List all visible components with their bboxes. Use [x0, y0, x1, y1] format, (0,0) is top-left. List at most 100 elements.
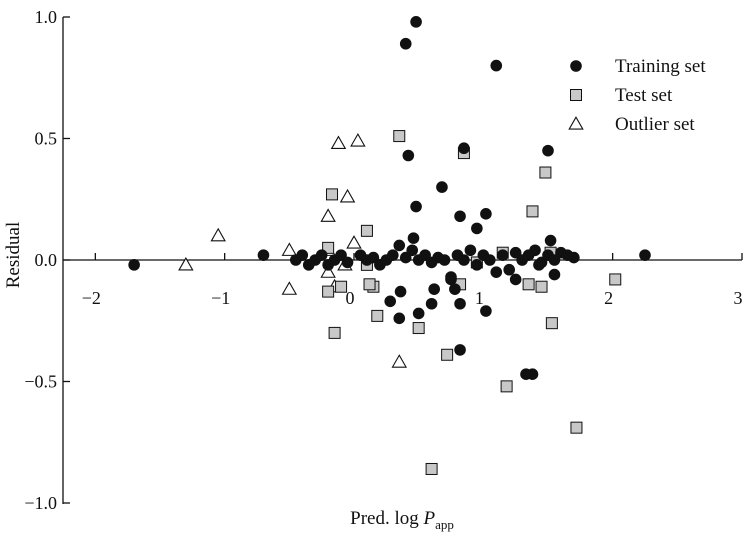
y-tick-label: −0.5 [24, 372, 57, 392]
y-tick-label: −1.0 [24, 493, 57, 513]
test-point [500, 380, 513, 393]
training-point [454, 344, 466, 356]
training-point [410, 200, 422, 213]
training-point [490, 59, 503, 72]
test-point [360, 224, 373, 237]
training-point [394, 285, 407, 298]
training-point [464, 244, 477, 257]
training-point [533, 259, 545, 271]
training-point [471, 259, 483, 271]
training-point [454, 297, 466, 310]
test-point [609, 273, 622, 286]
training-point [296, 249, 309, 261]
training-point [544, 234, 557, 247]
training-point [399, 37, 412, 50]
training-point [471, 222, 483, 235]
x-tick-label: 2 [604, 288, 613, 308]
x-tick-label: 3 [734, 288, 743, 308]
test-point [326, 188, 339, 201]
test-point [441, 348, 454, 361]
training-point [341, 256, 354, 269]
y-tick-label: 0.0 [35, 250, 58, 270]
training-point [548, 268, 561, 281]
training-point [520, 368, 532, 381]
training-point [128, 259, 140, 271]
training-point [257, 249, 270, 261]
training-point [496, 249, 509, 261]
x-tick-label: 1 [475, 288, 484, 308]
outlier-point [210, 227, 226, 242]
training-point [490, 266, 503, 278]
test-point [363, 278, 376, 291]
outlier-point [281, 242, 298, 256]
test-point [425, 462, 438, 475]
training-point [384, 295, 397, 308]
x-axis-label-subscript: app [435, 517, 454, 532]
legend-label: Test set [615, 85, 673, 106]
legend-label: Training set [615, 56, 706, 77]
test-point [535, 280, 548, 293]
y-axis-label: Residual [3, 222, 24, 289]
training-point [387, 249, 399, 261]
training-point [454, 210, 466, 223]
outlier-point [339, 188, 356, 203]
training-point [393, 312, 406, 325]
training-point [315, 249, 328, 261]
x-tick-label: −2 [82, 288, 101, 308]
test-point [322, 285, 335, 298]
training-point [480, 305, 492, 317]
training-point [458, 142, 470, 155]
test-point [328, 326, 341, 339]
training-point [480, 208, 492, 220]
test-point [545, 317, 558, 330]
outlier-point [330, 135, 347, 150]
test-point [371, 309, 384, 322]
training-point [509, 273, 522, 286]
test-point [412, 322, 425, 335]
training-point [438, 254, 451, 266]
x-axis-label: Pred. log Papp [350, 508, 454, 532]
test-point [322, 241, 335, 254]
outlier-point [391, 354, 408, 368]
training-point [503, 263, 515, 276]
outlier-point [346, 235, 362, 249]
training-point [542, 144, 554, 157]
y-tick-label: 0.5 [35, 129, 58, 149]
outlier-point [281, 281, 298, 295]
training-point [393, 239, 406, 252]
data-points [128, 16, 651, 475]
legend-square-marker [570, 89, 582, 101]
test-point [393, 130, 406, 143]
legend-circle-marker [570, 60, 582, 72]
x-axis-label-variable: P [422, 508, 435, 529]
training-point [428, 283, 440, 295]
training-point [529, 244, 541, 257]
x-tick-label: −1 [211, 288, 230, 308]
training-point [445, 271, 457, 283]
outlier-point [350, 133, 366, 147]
outlier-point [320, 264, 336, 278]
training-point [568, 251, 580, 264]
test-point [570, 421, 583, 434]
outlier-point [320, 208, 336, 222]
legend-triangle-marker [568, 116, 584, 130]
y-tick-label: 1.0 [35, 7, 58, 27]
test-point [335, 280, 348, 293]
training-point [412, 307, 425, 320]
outlier-point [178, 256, 194, 271]
training-point [425, 297, 438, 310]
training-point [436, 181, 448, 193]
training-point [449, 283, 461, 295]
test-point [539, 166, 552, 179]
training-point [639, 249, 651, 261]
x-axis-label-text: Pred. log [350, 508, 423, 529]
legend: Training set Test set Outlier set [568, 56, 706, 135]
x-tick-label: 0 [346, 288, 355, 308]
test-point [526, 205, 539, 218]
training-point [407, 232, 420, 244]
training-point [484, 254, 496, 266]
training-point [406, 244, 419, 257]
training-point [458, 254, 470, 266]
training-point [402, 149, 415, 162]
